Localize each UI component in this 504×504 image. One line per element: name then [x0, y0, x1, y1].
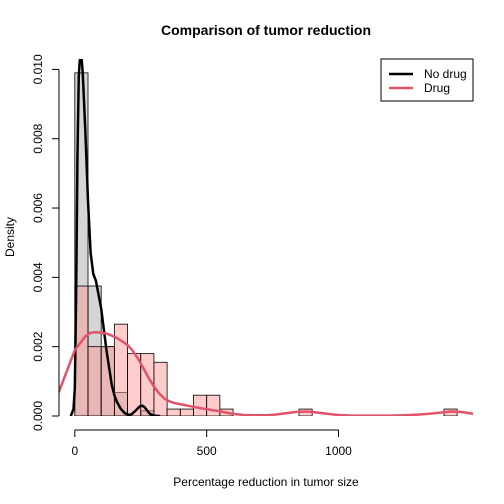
- legend: No drug Drug: [380, 58, 474, 102]
- y-tick-label-2: 0.004: [31, 262, 45, 292]
- legend-label-no-drug: No drug: [424, 67, 467, 81]
- drug-bar-1: [87, 346, 102, 416]
- y-tick-label-3: 0.006: [31, 193, 45, 223]
- legend-box: [380, 58, 474, 102]
- y-axis-title: Density: [3, 217, 17, 257]
- drug-bar-7: [166, 408, 181, 416]
- y-tick-label-4: 0.008: [31, 123, 45, 153]
- legend-label-drug: Drug: [424, 81, 450, 95]
- x-axis: 0 500 1000: [71, 429, 352, 458]
- drug-density-line: [59, 330, 473, 416]
- drug-bar-9: [193, 394, 208, 416]
- y-tick-label-0: 0.000: [31, 401, 45, 431]
- no-drug-density-line: [69, 59, 161, 416]
- y-axis: 0.000 0.002 0.004 0.006 0.008 0.010: [31, 54, 60, 431]
- drug-bar-10: [206, 394, 221, 416]
- drug-bar-6: [153, 361, 168, 416]
- chart-title: Comparison of tumor reduction: [161, 22, 371, 38]
- x-tick-label-0: 0: [71, 444, 78, 458]
- x-axis-title: Percentage reduction in tumor size: [173, 475, 359, 489]
- y-tick-label-5: 0.010: [31, 54, 45, 84]
- y-tick-label-1: 0.002: [31, 331, 45, 361]
- drug-bar-8: [179, 408, 194, 416]
- x-tick-label-2: 1000: [325, 444, 352, 458]
- density-curves: [59, 59, 473, 416]
- x-tick-label-1: 500: [197, 444, 217, 458]
